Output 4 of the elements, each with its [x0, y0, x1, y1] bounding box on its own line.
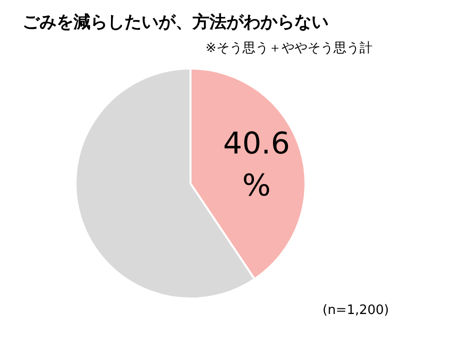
- text: (n=1,200): [322, 303, 389, 318]
- chart-subtitle: ※そう思う＋ややそう思う計: [206, 41, 372, 56]
- chart-title: ごみを減らしたいが、方法がわからない: [22, 12, 328, 32]
- data-label: 40.6 %: [223, 126, 290, 204]
